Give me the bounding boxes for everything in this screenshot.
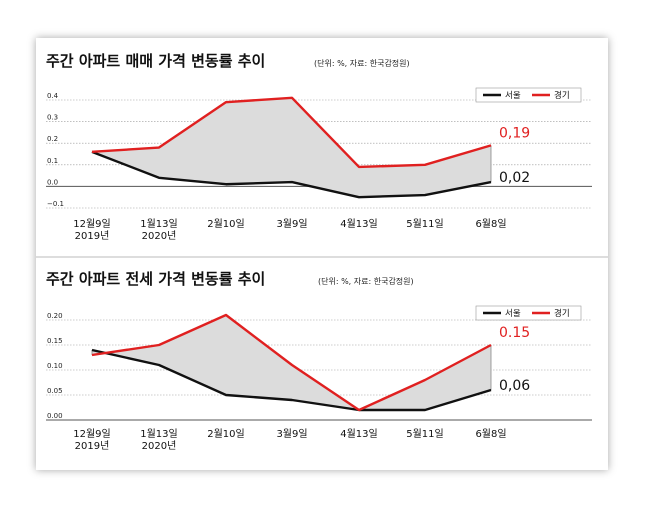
chart1-x-tick-label: 6월8일 xyxy=(475,218,506,230)
chart1-y-tick-label: 0.0 xyxy=(47,178,58,186)
chart1-legend-seoul-label: 서울 xyxy=(505,91,521,101)
chart1-x-tick-label: 3월9일 xyxy=(276,218,307,230)
chart2-x-tick-label: 1월13일 xyxy=(140,428,178,440)
chart1-y-tick-label: 0.3 xyxy=(47,114,58,122)
chart-card: 주간 아파트 매매 가격 변동률 추이 (단위: %, 자료: 한국감정원) 0… xyxy=(36,38,608,470)
chart1-fill-area xyxy=(92,97,491,198)
chart2-end-label-gyeonggi: 0.15 xyxy=(499,325,530,341)
chart1-x-tick-label: 2020년 xyxy=(142,230,177,242)
chart1-x-tick-label: 2019년 xyxy=(75,230,110,242)
chart1-x-tick-label: 5월11일 xyxy=(406,218,444,230)
chart1-title: 주간 아파트 매매 가격 변동률 추이 xyxy=(46,52,265,70)
chart1-y-tick-label: −0.1 xyxy=(47,200,64,208)
chart1-y-tick-label: 0.1 xyxy=(47,157,58,165)
charts-svg: 주간 아파트 매매 가격 변동률 추이 (단위: %, 자료: 한국감정원) 0… xyxy=(36,52,608,452)
chart1-legend-gyeonggi-label: 경기 xyxy=(554,90,570,101)
chart2-title: 주간 아파트 전세 가격 변동률 추이 xyxy=(46,270,265,288)
chart1-x-tick-label: 2월10일 xyxy=(207,218,245,230)
chart1-end-label-gyeonggi: 0,19 xyxy=(499,125,530,141)
chart2-end-label-seoul: 0,06 xyxy=(499,378,530,394)
chart2-x-tick-label: 12월9일 xyxy=(73,428,111,440)
chart2-x-tick-label: 6월8일 xyxy=(475,428,506,440)
chart2-y-tick-label: 0.00 xyxy=(47,412,63,420)
chart2-y-tick-label: 0.20 xyxy=(47,312,63,320)
chart1-legend-box xyxy=(475,87,582,103)
chart2-legend-gyeonggi-label: 경기 xyxy=(554,308,570,319)
chart2-y-tick-label: 0.10 xyxy=(47,362,63,370)
chart2-x-tick-label: 3월9일 xyxy=(276,428,307,440)
chart2-x-tick-label: 4월13일 xyxy=(340,428,378,440)
chart2-legend-box xyxy=(475,305,582,321)
chart2-x-tick-label: 2월10일 xyxy=(207,428,245,440)
chart2-x-tick-label: 2020년 xyxy=(142,440,177,452)
chart2-fill-area xyxy=(92,315,491,410)
chart1-y-tick-label: 0.4 xyxy=(47,92,59,100)
chart2-x-tick-label: 2019년 xyxy=(75,440,110,452)
chart2-y-tick-label: 0.05 xyxy=(47,387,63,395)
chart1-end-label-seoul: 0,02 xyxy=(499,170,530,186)
chart2-subtitle: (단위: %, 자료: 한국감정원) xyxy=(318,276,414,286)
chart1-y-tick-label: 0.2 xyxy=(47,135,58,143)
chart2-legend-seoul-label: 서울 xyxy=(505,309,521,319)
chart1-x-tick-label: 12월9일 xyxy=(73,218,111,230)
chart1-subtitle: (단위: %, 자료: 한국감정원) xyxy=(314,58,410,68)
chart1-x-tick-label: 4월13일 xyxy=(340,218,378,230)
chart2-x-tick-label: 5월11일 xyxy=(406,428,444,440)
chart1-x-tick-label: 1월13일 xyxy=(140,218,178,230)
chart2-y-tick-label: 0.15 xyxy=(47,337,63,345)
